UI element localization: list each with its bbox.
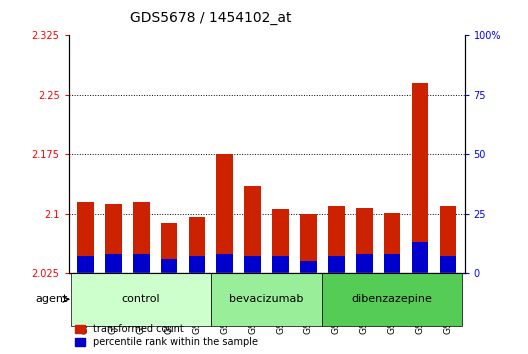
Bar xyxy=(105,204,121,273)
FancyBboxPatch shape xyxy=(323,273,462,326)
Bar xyxy=(300,261,317,273)
Bar xyxy=(439,256,456,273)
Text: control: control xyxy=(122,294,161,304)
FancyBboxPatch shape xyxy=(183,273,211,275)
Bar xyxy=(272,256,289,273)
Bar xyxy=(77,202,94,273)
Bar xyxy=(384,213,401,273)
Text: GDS5678 / 1454102_at: GDS5678 / 1454102_at xyxy=(130,11,292,25)
Bar xyxy=(412,83,428,273)
FancyBboxPatch shape xyxy=(434,273,462,275)
FancyBboxPatch shape xyxy=(211,273,239,275)
Bar xyxy=(244,256,261,273)
FancyBboxPatch shape xyxy=(239,273,267,275)
Bar xyxy=(188,217,205,273)
FancyBboxPatch shape xyxy=(155,273,183,275)
Bar xyxy=(133,254,149,273)
Bar xyxy=(356,208,373,273)
Bar xyxy=(272,209,289,273)
Bar xyxy=(356,254,373,273)
Bar xyxy=(412,242,428,273)
Bar xyxy=(105,254,121,273)
Text: dibenzazepine: dibenzazepine xyxy=(352,294,432,304)
Bar xyxy=(384,254,401,273)
FancyBboxPatch shape xyxy=(267,273,295,275)
Bar xyxy=(439,206,456,273)
Bar xyxy=(77,256,94,273)
Bar xyxy=(133,202,149,273)
FancyBboxPatch shape xyxy=(350,273,378,275)
Bar xyxy=(328,206,345,273)
Bar xyxy=(216,154,233,273)
FancyBboxPatch shape xyxy=(127,273,155,275)
FancyBboxPatch shape xyxy=(323,273,350,275)
Bar xyxy=(188,256,205,273)
FancyBboxPatch shape xyxy=(406,273,434,275)
Text: bevacizumab: bevacizumab xyxy=(230,294,304,304)
Text: agent: agent xyxy=(36,294,68,304)
Bar xyxy=(300,213,317,273)
FancyBboxPatch shape xyxy=(71,273,99,275)
Bar xyxy=(216,254,233,273)
Bar xyxy=(161,223,177,273)
Bar xyxy=(161,259,177,273)
Legend: transformed count, percentile rank within the sample: transformed count, percentile rank withi… xyxy=(73,322,260,349)
FancyBboxPatch shape xyxy=(71,273,211,326)
Bar xyxy=(244,186,261,273)
FancyBboxPatch shape xyxy=(378,273,406,275)
Bar xyxy=(328,256,345,273)
FancyBboxPatch shape xyxy=(211,273,323,326)
FancyBboxPatch shape xyxy=(99,273,127,275)
FancyBboxPatch shape xyxy=(295,273,323,275)
